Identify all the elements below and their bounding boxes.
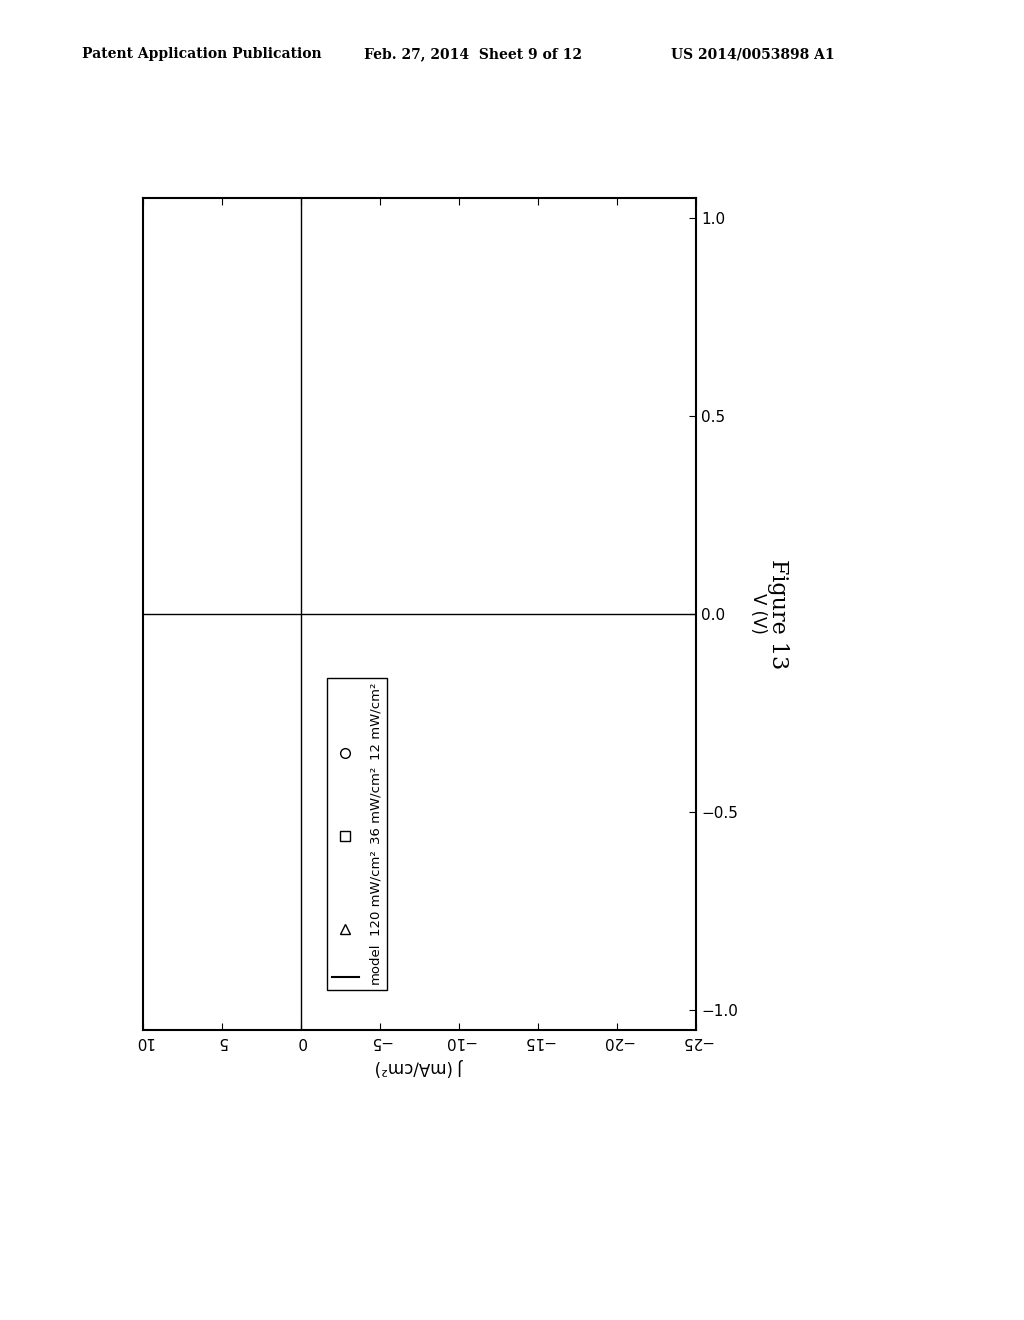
Text: Patent Application Publication: Patent Application Publication [82, 48, 322, 61]
X-axis label: J (mA/cm²): J (mA/cm²) [376, 1057, 464, 1076]
Legend: 12 mW/cm², 36 mW/cm², 120 mW/cm², model: 12 mW/cm², 36 mW/cm², 120 mW/cm², model [327, 677, 387, 990]
Text: Feb. 27, 2014  Sheet 9 of 12: Feb. 27, 2014 Sheet 9 of 12 [364, 48, 582, 61]
Text: Figure 13: Figure 13 [767, 558, 790, 669]
Text: US 2014/0053898 A1: US 2014/0053898 A1 [671, 48, 835, 61]
Y-axis label: V (V): V (V) [750, 594, 767, 634]
